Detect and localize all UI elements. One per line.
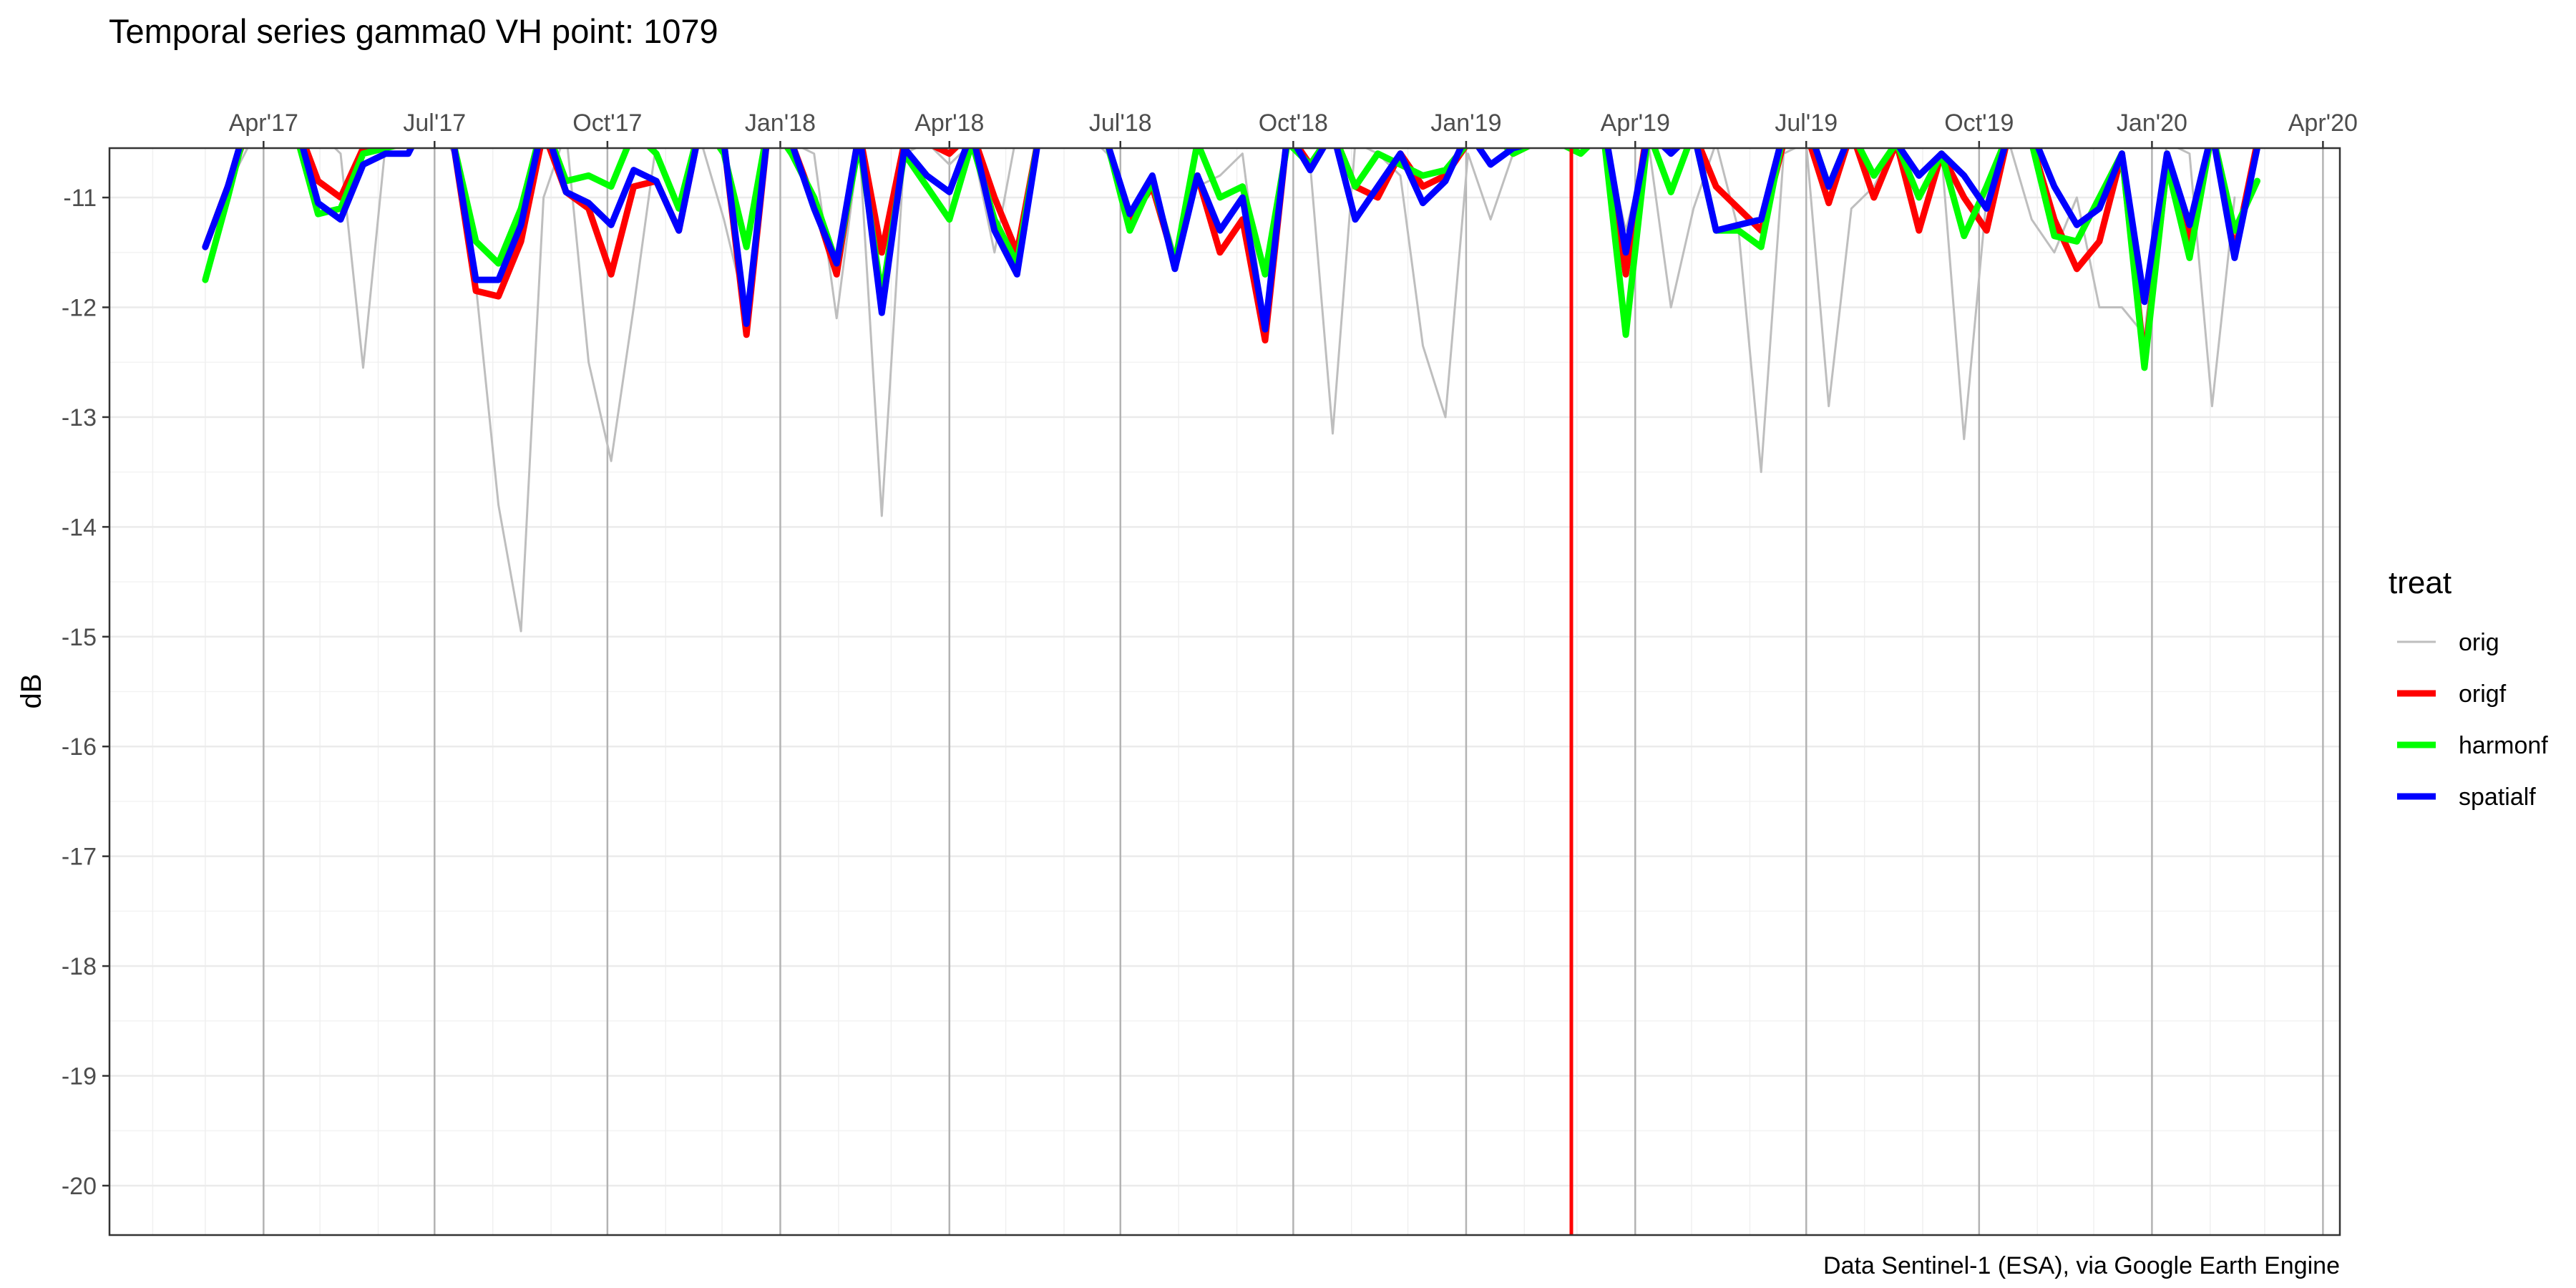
x-tick-label: Apr'20 — [2288, 109, 2358, 137]
legend: treat orig origf harmonf spatialf — [2389, 565, 2548, 811]
legend-label-spatialf: spatialf — [2459, 784, 2536, 811]
x-tick-label: Jul'17 — [403, 109, 466, 137]
x-tick-label: Jan'19 — [1430, 109, 1501, 137]
y-axis: -11 -12 -13 -14 -15 -16 -17 -18 -19 -20 — [62, 185, 109, 1200]
series-line-origf — [202, 148, 2260, 366]
x-tick-label: Oct'19 — [1944, 109, 2014, 137]
chart-caption: Data Sentinel-1 (ESA), via Google Earth … — [1823, 1252, 2340, 1279]
legend-label-origf: origf — [2459, 680, 2507, 708]
x-tick-label: Jul'19 — [1775, 109, 1838, 137]
y-tick-label: -15 — [62, 624, 97, 651]
y-tick-label: -18 — [62, 953, 97, 980]
legend-label-harmonf: harmonf — [2459, 732, 2548, 759]
x-tick-label: Apr'17 — [229, 109, 298, 137]
chart-title: Temporal series gamma0 VH point: 1079 — [109, 12, 718, 50]
x-tick-label: Apr'19 — [1601, 109, 1670, 137]
y-tick-label: -16 — [62, 733, 97, 761]
y-tick-label: -12 — [62, 294, 97, 321]
y-tick-label: -14 — [62, 514, 97, 541]
x-tick-label: Jul'18 — [1089, 109, 1152, 137]
legend-label-orig: orig — [2459, 629, 2499, 656]
y-tick-label: -11 — [63, 185, 97, 212]
y-tick-label: -19 — [62, 1063, 97, 1091]
x-tick-label: Jan'20 — [2117, 109, 2187, 137]
series-line-orig — [204, 148, 2236, 633]
x-tick-label: Apr'18 — [914, 109, 984, 137]
x-tick-label: Jan'18 — [745, 109, 816, 137]
y-tick-label: -20 — [62, 1173, 97, 1200]
x-axis-top: Apr'17 Jul'17 Oct'17 Jan'18 Apr'18 Jul'18 Oct'… — [229, 109, 2358, 148]
series-lines — [202, 148, 2260, 633]
y-tick-label: -13 — [62, 404, 97, 431]
x-tick-label: Oct'18 — [1259, 109, 1328, 137]
y-axis-label: dB — [16, 674, 47, 709]
series-line-harmonf — [202, 148, 2260, 371]
y-tick-label: -17 — [62, 844, 97, 871]
legend-title: treat — [2389, 565, 2451, 600]
major-gridlines — [109, 148, 2340, 1235]
series-line-spatialf — [202, 148, 2260, 333]
plot-panel-border — [108, 147, 2341, 1236]
x-tick-label: Oct'17 — [572, 109, 642, 137]
